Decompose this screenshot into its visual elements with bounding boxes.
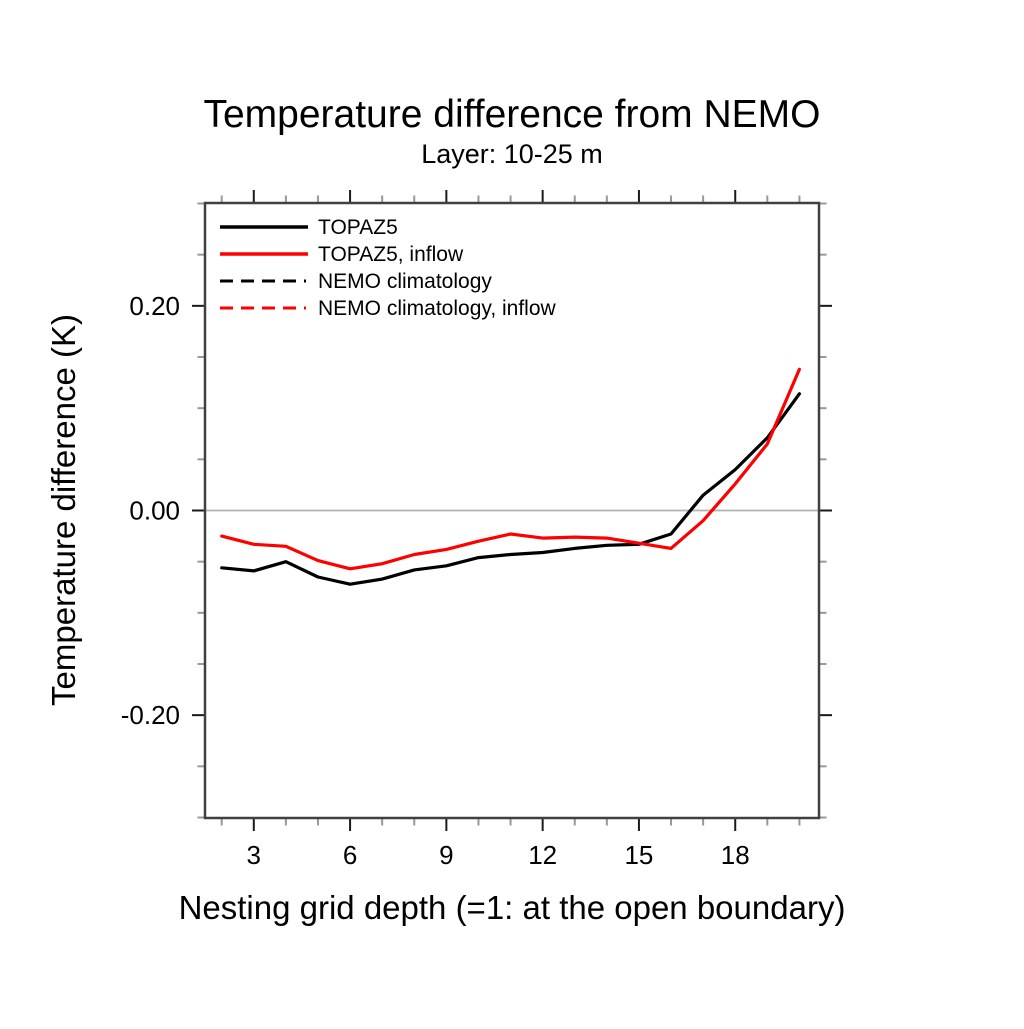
legend-label: NEMO climatology, inflow: [318, 297, 557, 320]
legend-item-topaz5: TOPAZ5: [220, 216, 398, 239]
plot-area: 3 6 9 12 15 18 -0.20 0.00 0.20 TOPAZ5 TOPAZ5, infl…: [121, 190, 832, 870]
plot-frame: [203, 201, 821, 820]
legend-item-nemo-climatology: NEMO climatology: [220, 270, 492, 293]
series-line-topaz5: [220, 392, 801, 586]
legend: TOPAZ5 TOPAZ5, inflow NEMO climatology NEMO…: [220, 216, 557, 320]
x-tick-label: 18: [721, 840, 750, 870]
x-tick-label: 3: [247, 840, 261, 870]
y-tick-label: 0.20: [129, 291, 180, 321]
legend-item-nemo-climatology-inflow: NEMO climatology, inflow: [220, 297, 557, 320]
x-tick-label: 15: [624, 840, 653, 870]
y-axis-label: Temperature difference (K): [45, 314, 82, 706]
y-tick-label: -0.20: [121, 700, 180, 730]
series-lines: [220, 367, 801, 586]
x-tick-label: 6: [343, 840, 357, 870]
legend-label: TOPAZ5: [318, 216, 398, 239]
x-tick-label: 9: [439, 840, 453, 870]
legend-label: NEMO climatology: [318, 270, 492, 293]
tick-labels: 3 6 9 12 15 18 -0.20 0.00 0.20: [121, 291, 750, 870]
series-line-topaz5-inflow: [220, 367, 801, 571]
y-tick-label: 0.00: [129, 496, 180, 526]
legend-label: TOPAZ5, inflow: [318, 243, 464, 266]
legend-item-topaz5-inflow: TOPAZ5, inflow: [220, 243, 464, 266]
chart-title: Temperature difference from NEMO: [203, 93, 820, 136]
x-axis-label: Nesting grid depth (=1: at the open boun…: [179, 889, 846, 926]
x-tick-label: 12: [528, 840, 557, 870]
chart-subtitle: Layer: 10-25 m: [421, 139, 603, 169]
